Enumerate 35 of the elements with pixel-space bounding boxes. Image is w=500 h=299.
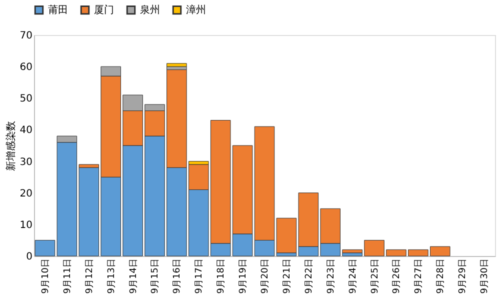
x-tick-label: 9月29日 [458, 258, 468, 294]
x-tick-label: 9月30日 [480, 258, 490, 294]
x-tick-label: 9月17日 [194, 258, 205, 294]
x-tick-label: 9月16日 [172, 258, 183, 294]
x-tick-label: 9月15日 [150, 258, 161, 294]
x-tick-label: 9月24日 [348, 258, 358, 294]
legend-label: 泉州 [140, 4, 160, 16]
y-tick-label: 30 [20, 156, 32, 168]
y-tick-label: 70 [20, 30, 32, 42]
x-tick-label: 9月11日 [62, 258, 73, 294]
x-tick-label: 9月28日 [436, 258, 446, 294]
y-tick-label: 10 [20, 220, 32, 231]
y-tick-label: 20 [20, 188, 32, 200]
y-tick-label: 50 [20, 94, 32, 105]
x-tick-label: 9月23日 [326, 258, 336, 294]
x-tick-label: 9月10日 [40, 258, 51, 294]
x-tick-label: 9月18日 [216, 258, 227, 294]
legend-label: 厦门 [94, 4, 114, 16]
x-tick-label: 9月12日 [84, 258, 95, 294]
x-tick-label: 9月20日 [260, 258, 270, 294]
x-tick-label: 9月13日 [106, 258, 117, 294]
legend-label: 莆田 [48, 4, 68, 16]
x-tick-label: 9月22日 [304, 258, 314, 294]
y-tick-label: 60 [20, 62, 32, 74]
x-tick-label: 9月21日 [282, 258, 292, 294]
y-axis-title: 新增感染数 [4, 121, 17, 171]
x-tick-label: 9月25日 [370, 258, 380, 294]
x-tick-label: 9月27日 [414, 258, 424, 294]
legend-label: 漳州 [186, 4, 206, 16]
x-tick-label: 9月26日 [392, 258, 402, 294]
x-tick-label: 9月19日 [238, 258, 249, 294]
y-tick-label: 0 [26, 252, 32, 262]
bar [166, 63, 187, 67]
x-tick-label: 9月14日 [128, 258, 139, 294]
y-tick-label: 40 [20, 125, 32, 136]
